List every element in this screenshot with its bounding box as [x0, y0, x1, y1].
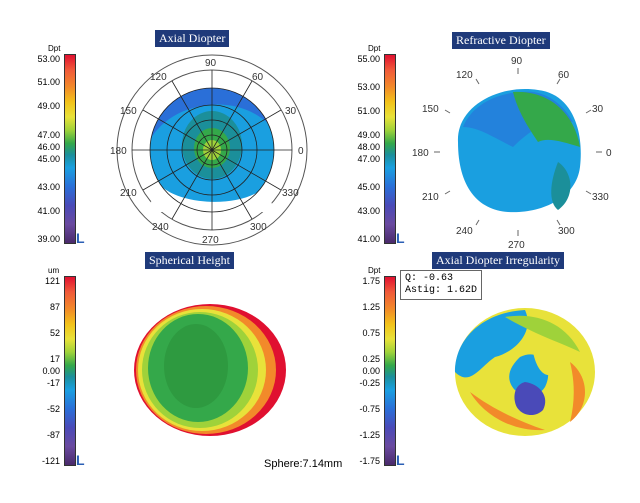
scale-tick-label: 49.00 [37, 101, 60, 111]
scale-tick-label: 47.00 [357, 154, 380, 164]
angle-label: 120 [150, 72, 167, 83]
refractive-diopter-title: Refractive Diopter [452, 32, 550, 49]
spherical-height-scale: um 121 87 52 17 0.00 -17 -52 -87 -121 L [0, 266, 85, 476]
angle-label: 240 [152, 222, 169, 233]
spherical-height-map [134, 304, 286, 436]
angle-label: 210 [422, 192, 439, 203]
angle-label: 240 [456, 226, 473, 237]
q-value: Q: -0.63 [405, 273, 454, 284]
angle-label: 150 [120, 106, 137, 117]
scale-tick-label: -87 [46, 430, 60, 440]
scale-tick-label: 53.00 [357, 82, 380, 92]
axial-diopter-title: Axial Diopter [155, 30, 230, 47]
scale-tick-label: 55.00 [357, 54, 380, 64]
scale-tick-label: 52 [49, 328, 60, 338]
axial-irregularity-scale: Dpt 1.75 1.25 0.75 0.25 0.00 -0.25 -0.75… [320, 266, 404, 476]
color-scale-bar [384, 54, 396, 244]
scale-tick-label: 53.00 [37, 54, 60, 64]
angle-label: 90 [205, 58, 217, 69]
color-scale-bar [384, 276, 396, 466]
scale-tick-label: 1.25 [362, 302, 380, 312]
axial-irregularity-map [455, 308, 595, 436]
scale-tick-label: 39.00 [37, 234, 60, 244]
scale-tick-label: 49.00 [357, 130, 380, 140]
eye-side-label: L [76, 452, 85, 468]
axial-diopter-panel: Dpt 53.00 51.00 49.00 47.00 46.00 45.00 … [0, 0, 320, 250]
angle-label: 60 [558, 70, 570, 81]
spherical-height-panel: um 121 87 52 17 0.00 -17 -52 -87 -121 L … [0, 250, 342, 503]
angle-label: 270 [508, 240, 525, 249]
color-scale-bar [64, 54, 76, 244]
irregularity-info-box: Q: -0.63 Astig: 1.62D [400, 270, 483, 300]
scale-tick-label: 43.00 [37, 182, 60, 192]
angle-label: 330 [592, 192, 609, 203]
scale-tick-label: 45.00 [37, 154, 60, 164]
scale-tick-label: 51.00 [37, 77, 60, 87]
scale-unit: Dpt [368, 266, 381, 275]
scale-tick-label: 0.00 [42, 366, 60, 376]
scale-tick-label: 1.75 [362, 276, 380, 286]
angle-label: 60 [252, 72, 264, 83]
sphere-radius-label: Sphere:7.14mm [264, 458, 343, 470]
scale-unit: Dpt [368, 44, 381, 53]
refractive-diopter-panel: Dpt 55.00 53.00 51.00 49.00 48.00 47.00 … [320, 0, 640, 250]
angle-label: 120 [456, 70, 473, 81]
scale-tick-label: 0.00 [362, 366, 380, 376]
angle-label: 210 [120, 188, 137, 199]
angle-label: 0 [298, 146, 304, 157]
scale-tick-label: 51.00 [357, 106, 380, 116]
scale-tick-label: 41.00 [357, 234, 380, 244]
astig-value: Astig: 1.62D [405, 285, 478, 296]
axial-irregularity-title: Axial Diopter Irregularity [432, 252, 564, 269]
angle-label: 30 [285, 106, 297, 117]
scale-tick-label: 45.00 [357, 182, 380, 192]
scale-tick-label: 46.00 [37, 142, 60, 152]
scale-tick-label: -17 [46, 378, 60, 388]
scale-tick-label: 121 [44, 276, 60, 286]
scale-tick-label: -1.75 [359, 456, 380, 466]
angle-label: 270 [202, 235, 219, 246]
scale-unit: um [48, 266, 60, 275]
axial-irregularity-panel: Dpt 1.75 1.25 0.75 0.25 0.00 -0.25 -0.75… [320, 250, 640, 503]
scale-tick-label: 0.75 [362, 328, 380, 338]
angle-label: 90 [511, 56, 523, 67]
eye-side-label: L [396, 452, 405, 468]
scale-tick-label: 0.25 [362, 354, 380, 364]
angle-label: 30 [592, 104, 604, 115]
scale-tick-label: -1.25 [359, 430, 380, 440]
angle-label: 180 [110, 146, 127, 157]
scale-tick-label: 43.00 [357, 206, 380, 216]
refractive-diopter-scale: Dpt 55.00 53.00 51.00 49.00 48.00 47.00 … [320, 44, 404, 254]
scale-tick-label: 87 [49, 302, 60, 312]
angle-label: 300 [558, 226, 575, 237]
angle-label: 0 [606, 148, 612, 159]
scale-tick-label: 41.00 [37, 206, 60, 216]
axial-diopter-map: 90 60 30 0 330 300 270 240 210 180 150 1… [110, 54, 308, 246]
axial-diopter-scale: Dpt 53.00 51.00 49.00 47.00 46.00 45.00 … [0, 44, 84, 254]
scale-tick-label: 17 [49, 354, 60, 364]
angle-label: 180 [412, 148, 429, 159]
eye-side-label: L [396, 230, 405, 246]
scale-tick-label: -121 [41, 456, 60, 466]
scale-tick-label: 48.00 [357, 142, 380, 152]
angle-label: 330 [282, 188, 299, 199]
scale-tick-label: -0.25 [359, 378, 380, 388]
angle-label: 300 [250, 222, 267, 233]
scale-tick-label: -0.75 [359, 404, 380, 414]
scale-tick-label: 47.00 [37, 130, 60, 140]
refractive-diopter-map: 90 60 30 0 330 300 270 240 210 180 150 1… [412, 56, 612, 249]
angle-label: 150 [422, 104, 439, 115]
scale-tick-label: -52 [46, 404, 60, 414]
spherical-height-title: Spherical Height [145, 252, 234, 269]
eye-side-label: L [76, 230, 85, 246]
scale-unit: Dpt [48, 44, 61, 53]
color-scale-bar [64, 276, 76, 466]
